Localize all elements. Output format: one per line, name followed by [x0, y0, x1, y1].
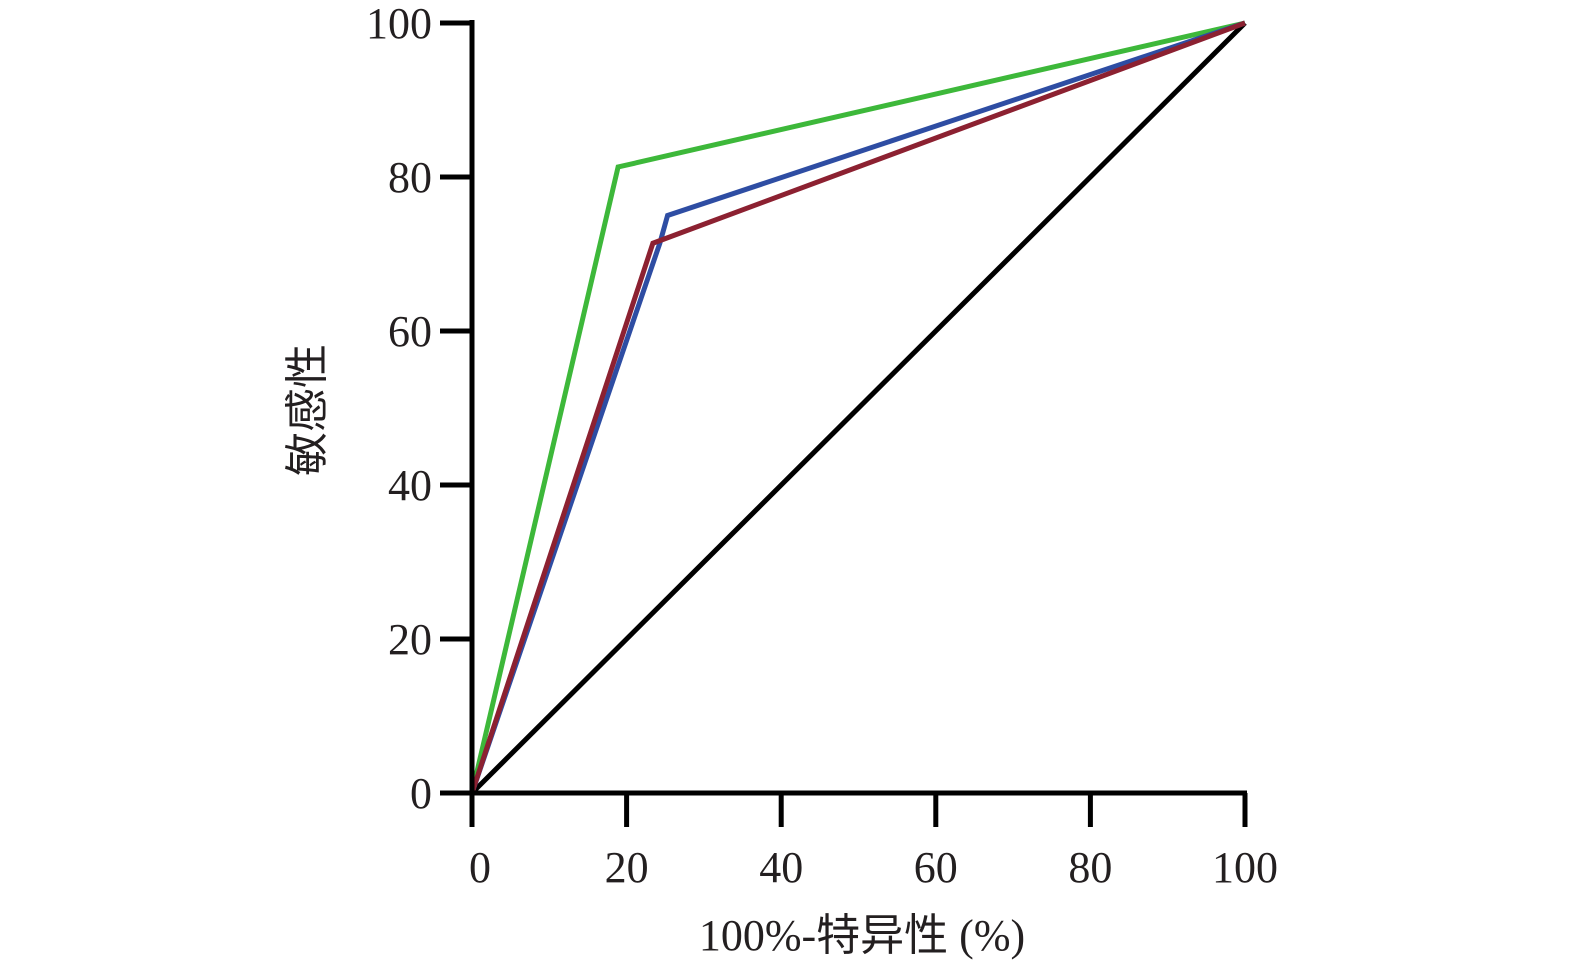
y-axis-label: 敏感性 [283, 344, 332, 476]
series-layer [469, 20, 1247, 795]
series-line-reference [470, 21, 1247, 795]
series-line-blue [469, 20, 1246, 794]
x-tick-label: 0 [469, 843, 491, 892]
y-tick-label: 40 [388, 461, 432, 510]
x-tick-label: 100 [1212, 843, 1278, 892]
x-tick-label: 20 [605, 843, 649, 892]
x-tick-label: 60 [914, 843, 958, 892]
x-tick-label: 40 [759, 843, 803, 892]
y-tick-label: 20 [388, 615, 432, 664]
x-tick-label: 80 [1068, 843, 1112, 892]
x-axis-label: 100%-特异性 (%) [699, 911, 1025, 960]
series-line-red [469, 20, 1246, 794]
y-tick-label: 0 [410, 769, 432, 818]
axes-layer: 0 20 40 60 80 100 0 20 40 60 80 100 [366, 0, 1278, 892]
y-tick-label: 100 [366, 0, 432, 48]
series-line-green [469, 20, 1246, 794]
y-tick-label: 80 [388, 153, 432, 202]
y-tick-label: 60 [388, 307, 432, 356]
